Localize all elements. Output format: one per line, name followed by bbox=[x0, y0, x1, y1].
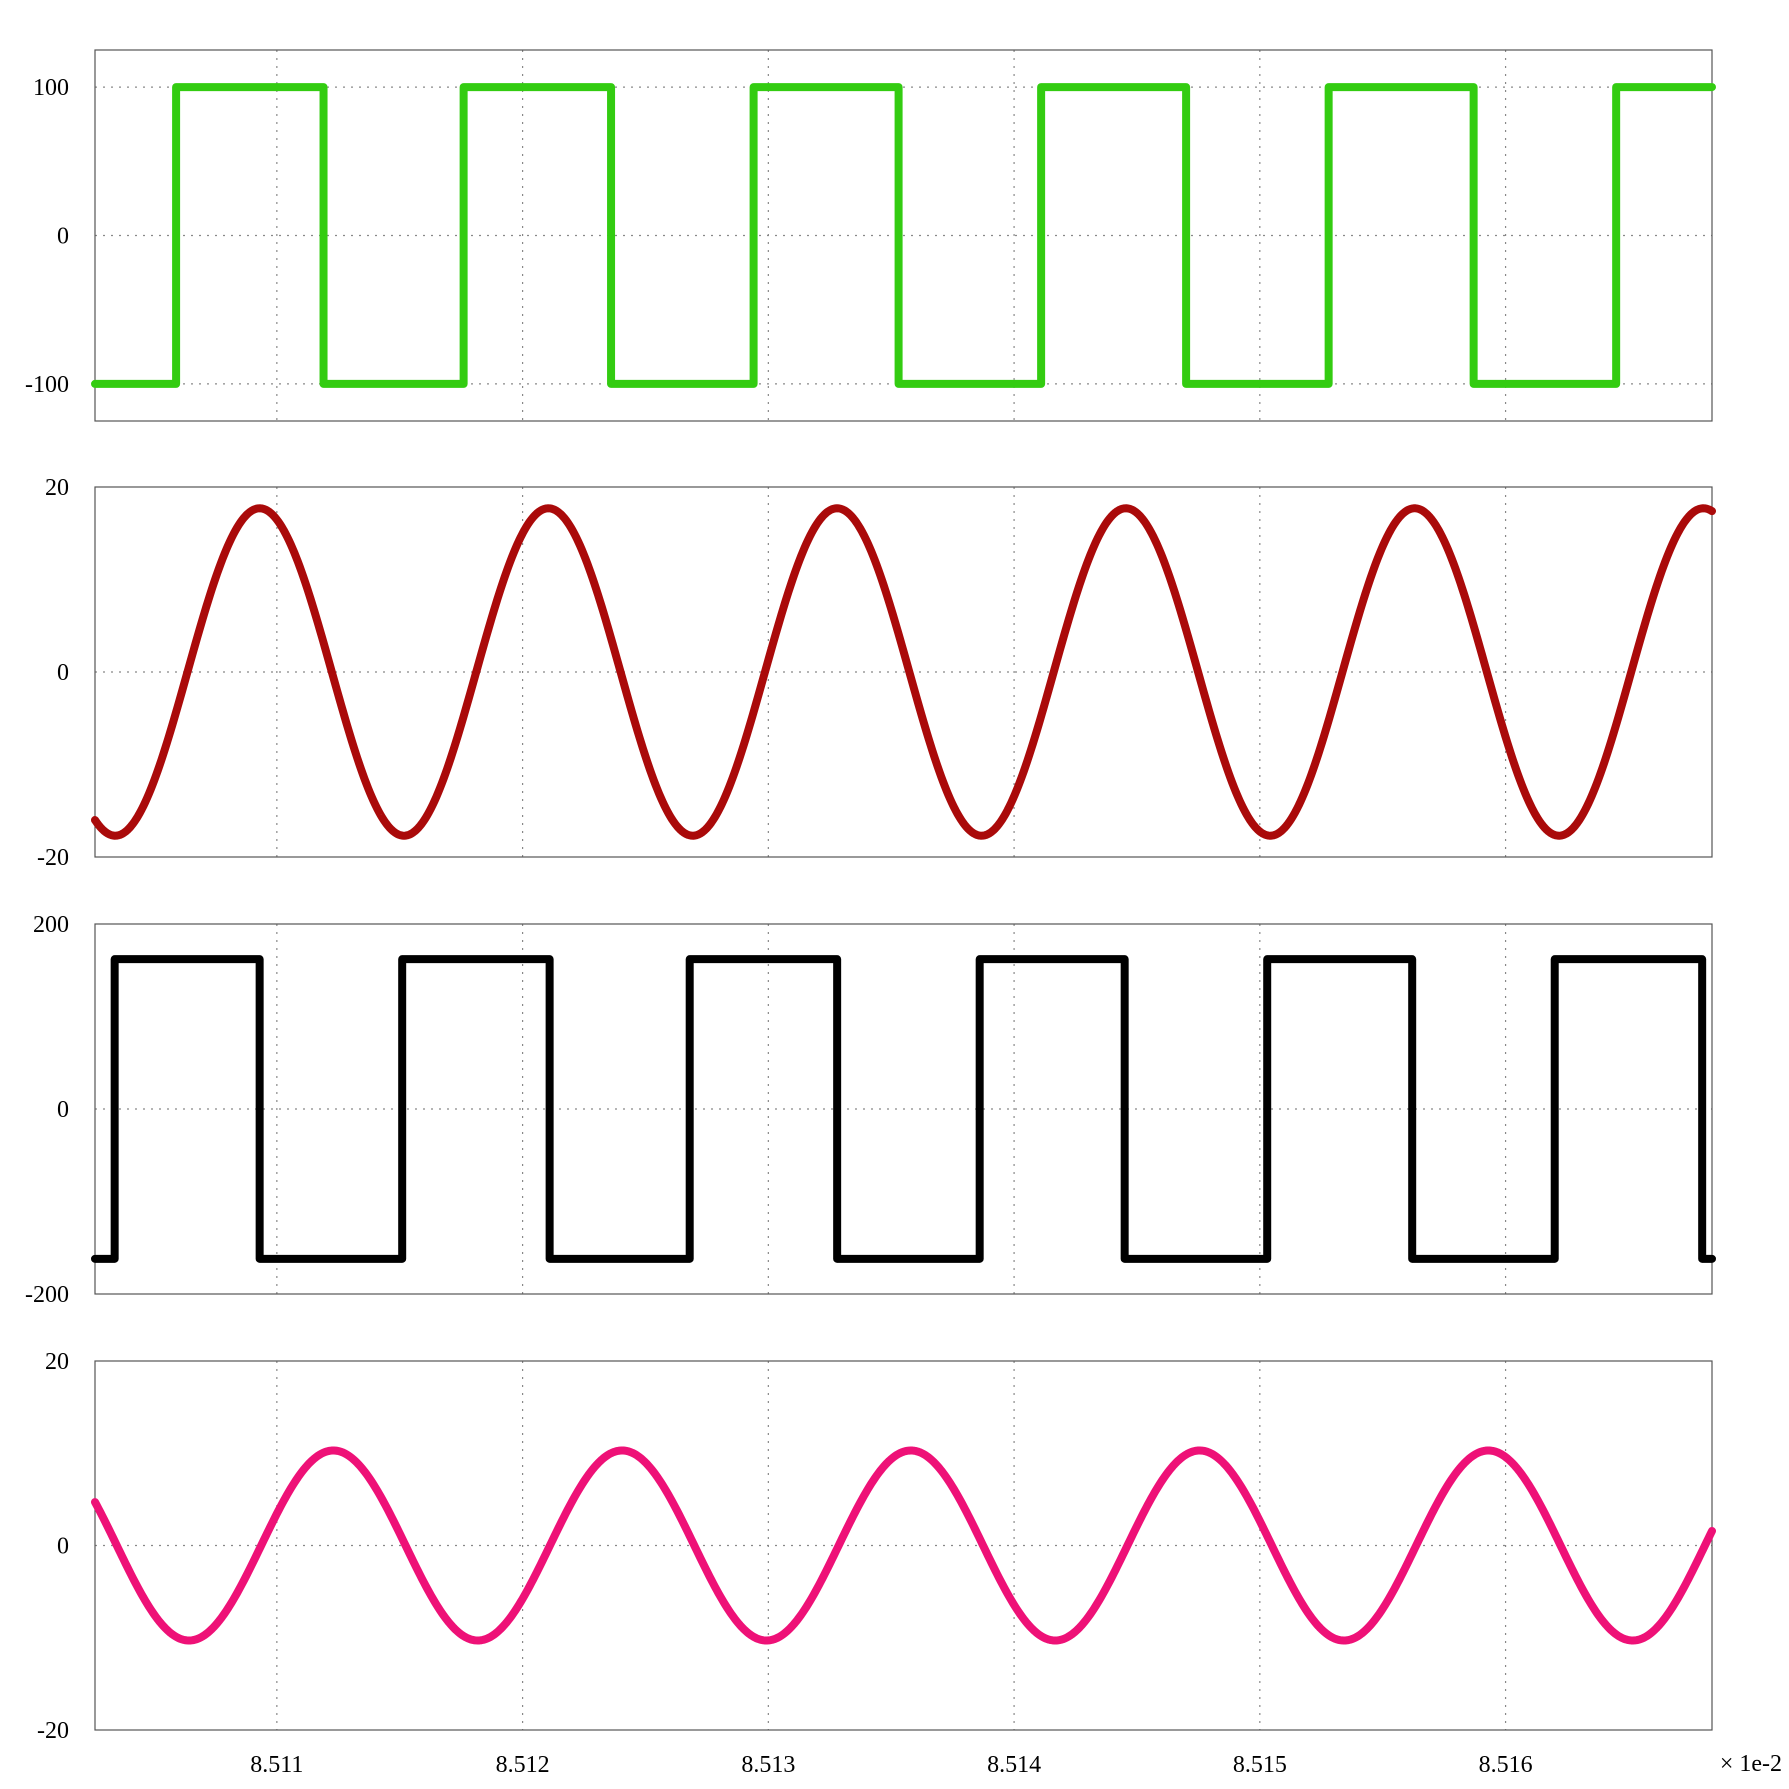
x-tick-label: 8.513 bbox=[741, 1752, 795, 1778]
y-tick-label: -100 bbox=[25, 372, 69, 398]
x-tick-label: 8.511 bbox=[250, 1752, 303, 1778]
y-tick-label: 0 bbox=[57, 1097, 69, 1123]
plot-frame bbox=[94, 1360, 1713, 1731]
x-tick-label: 8.512 bbox=[496, 1752, 550, 1778]
x-tick-label: 8.514 bbox=[987, 1752, 1041, 1778]
panel-1: -100 0 100 bbox=[25, 49, 1716, 422]
y-tick-label: 0 bbox=[57, 660, 69, 686]
y-tick-label: 0 bbox=[57, 224, 69, 250]
series-line-panel-3 bbox=[91, 955, 1716, 1263]
x-tick-label: 8.515 bbox=[1233, 1752, 1287, 1778]
y-tick-label: -20 bbox=[37, 1718, 69, 1744]
series-line-panel-1 bbox=[91, 83, 1716, 388]
plot-frame bbox=[94, 923, 1713, 1295]
panel-3: -200 0 200 bbox=[25, 912, 1716, 1308]
panel-4: -20 0 20 8.511 8.512 8.513 8.514 8.515 8.516 bbox=[37, 1349, 1716, 1778]
y-tick-label: 100 bbox=[33, 75, 69, 101]
y-tick-label: -200 bbox=[25, 1282, 69, 1308]
y-tick-label: -20 bbox=[37, 845, 69, 871]
series-line-panel-4 bbox=[91, 1446, 1716, 1645]
y-tick-label: 20 bbox=[45, 1349, 69, 1375]
plot-frame bbox=[94, 486, 1713, 858]
y-tick-label: 200 bbox=[33, 912, 69, 938]
y-tick-label: 20 bbox=[45, 475, 69, 501]
x-tick-label: 8.516 bbox=[1479, 1752, 1533, 1778]
panel-2: -20 0 20 bbox=[37, 475, 1716, 871]
series-line-panel-2 bbox=[91, 504, 1716, 840]
plot-frame bbox=[94, 49, 1713, 422]
y-tick-label: 0 bbox=[57, 1534, 69, 1560]
x-axis-multiplier: × 1e-2 bbox=[1720, 1751, 1782, 1777]
